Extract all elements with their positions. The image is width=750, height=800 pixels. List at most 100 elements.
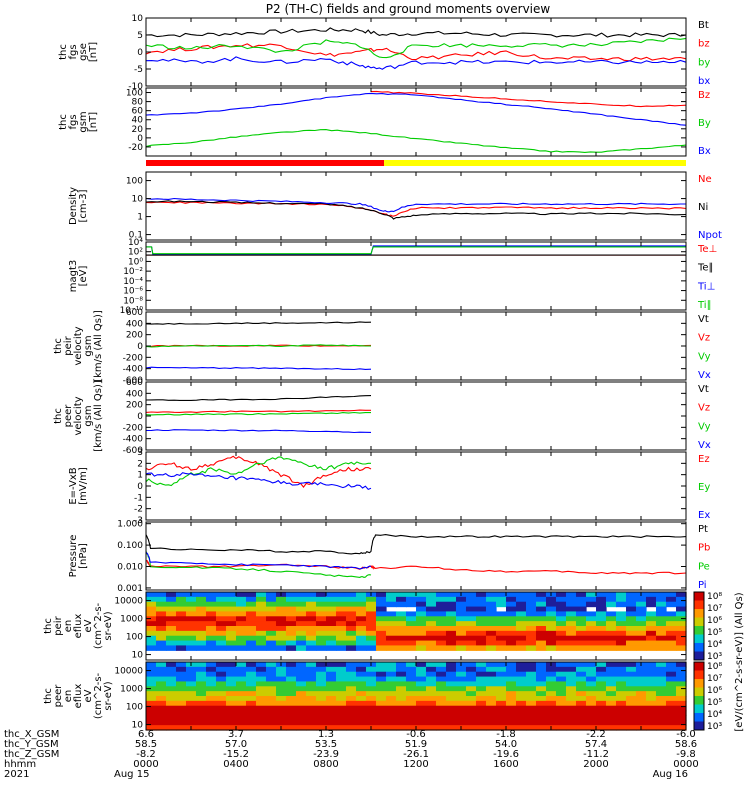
spectrogram-cell <box>476 700 487 707</box>
spectrogram-cell <box>256 686 267 692</box>
colorbar-tick: 10³ <box>707 722 722 732</box>
spectrogram-cell <box>566 715 577 721</box>
spectrogram-cell <box>476 640 487 647</box>
spectrogram-cell <box>256 725 267 731</box>
spectrogram-cell <box>176 601 187 608</box>
spectrogram-cell <box>516 621 527 627</box>
ephemeris-value: 0000 <box>133 759 158 770</box>
spectrogram-cell <box>676 596 687 603</box>
spectrogram-cell <box>606 691 617 697</box>
y-tick-label: 0.1 <box>129 231 143 241</box>
spectrogram-cell <box>336 662 347 668</box>
y-tick-label: -600 <box>123 446 144 456</box>
spectrogram-cell <box>636 621 647 627</box>
legend-Ne: Ne <box>698 174 712 185</box>
spectrogram-cell <box>496 635 507 642</box>
y-tick-label: 10⁻⁶ <box>123 287 143 297</box>
spectrogram-cell <box>206 671 217 678</box>
spectrogram-cell <box>306 696 317 702</box>
spectrogram-cell <box>606 592 617 598</box>
spectrogram-cell <box>486 671 497 678</box>
spectrogram-cell <box>616 696 627 702</box>
spectrogram-cell <box>526 676 537 683</box>
spectrogram-cell <box>166 606 177 613</box>
spectrogram-cell <box>146 700 157 707</box>
panel-frame <box>145 171 687 241</box>
spectrogram-cell <box>176 696 187 702</box>
colorbar-segment <box>694 609 704 618</box>
spectrogram-cell <box>286 696 297 702</box>
spectrogram-cell <box>186 635 197 642</box>
spectrogram-cell <box>546 715 557 721</box>
spectrogram-cell <box>516 715 527 721</box>
spectrogram-cell <box>336 611 347 617</box>
spectrogram-cell <box>416 645 427 651</box>
spectrogram-cell <box>196 666 207 673</box>
spectrogram-cell <box>206 662 217 668</box>
y-tick-label: -5 <box>134 65 143 75</box>
spectrogram-cell <box>386 671 397 678</box>
spectrogram-cell <box>566 686 577 692</box>
spectrogram-cell <box>406 686 417 692</box>
spectrogram-cell <box>526 606 537 613</box>
colorbar-segment <box>694 679 704 688</box>
spectrogram-cell <box>356 700 367 707</box>
spectrogram-cell <box>236 601 247 608</box>
spectrogram-cell <box>186 691 197 697</box>
spectrogram-cell <box>266 666 277 673</box>
spectrogram-cell <box>576 671 587 678</box>
spectrogram-cell <box>376 666 387 673</box>
spectrogram-cell <box>596 662 607 668</box>
spectrogram-cell <box>146 626 157 632</box>
spectrogram-cell <box>676 621 687 627</box>
spectrogram-cell <box>146 705 157 712</box>
spectrogram-cell <box>616 621 627 627</box>
spectrogram-cell <box>276 645 287 651</box>
spectrogram-cell <box>676 592 687 598</box>
spectrogram-cell <box>156 676 167 683</box>
spectrogram-cell <box>616 686 627 692</box>
spectrogram-cell <box>596 601 607 608</box>
spectrogram-cell <box>286 691 297 697</box>
mode-bar-fast <box>384 160 686 166</box>
colorbar-segment <box>694 643 704 652</box>
spectrogram-cell <box>296 635 307 642</box>
spectrogram-cell <box>186 700 197 707</box>
spectrogram-cell <box>406 691 417 697</box>
spectrogram-cell <box>666 710 677 717</box>
spectrogram-cell <box>556 710 567 717</box>
ephemeris-value: -19.6 <box>493 749 519 760</box>
spectrogram-cell <box>466 601 477 608</box>
spectrogram-cell <box>376 645 387 651</box>
spectrogram-cell <box>196 720 207 726</box>
legend-Pi: Pi <box>698 580 707 591</box>
spectrogram-cell <box>416 681 427 687</box>
y-tick-label: -200 <box>123 353 144 363</box>
spectrogram-cell <box>256 691 267 697</box>
spectrogram-cell <box>656 696 667 702</box>
spectrogram-cell <box>186 676 197 683</box>
spectrogram-cell <box>306 626 317 632</box>
spectrogram-cell <box>166 640 177 647</box>
figure-title: P2 (TH-C) fields and ground moments over… <box>266 2 551 16</box>
spectrogram-cell <box>606 681 617 687</box>
spectrogram-cell <box>656 705 667 712</box>
spectrogram-cell <box>386 616 397 622</box>
colorbar-segment <box>694 670 704 680</box>
panel-label-line: magt3 <box>68 260 79 293</box>
ephemeris-row-label: hhmm <box>4 759 36 770</box>
legend-Vx: Vx <box>698 370 711 381</box>
spectrogram-cell <box>216 645 227 651</box>
spectrogram-cell <box>266 696 277 702</box>
spectrogram-cell <box>296 696 307 702</box>
spectrogram-cell <box>396 630 407 637</box>
spectrogram-cell <box>656 710 667 717</box>
spectrogram-cell <box>476 621 487 627</box>
spectrogram-cell <box>436 725 447 731</box>
ephemeris-value: 0800 <box>313 759 338 770</box>
spectrogram-cell <box>206 681 217 687</box>
spectrogram-cell <box>366 616 377 622</box>
spectrogram-cell <box>626 696 637 702</box>
spectrogram-cell <box>436 645 447 651</box>
spectrogram-cell <box>416 725 427 731</box>
